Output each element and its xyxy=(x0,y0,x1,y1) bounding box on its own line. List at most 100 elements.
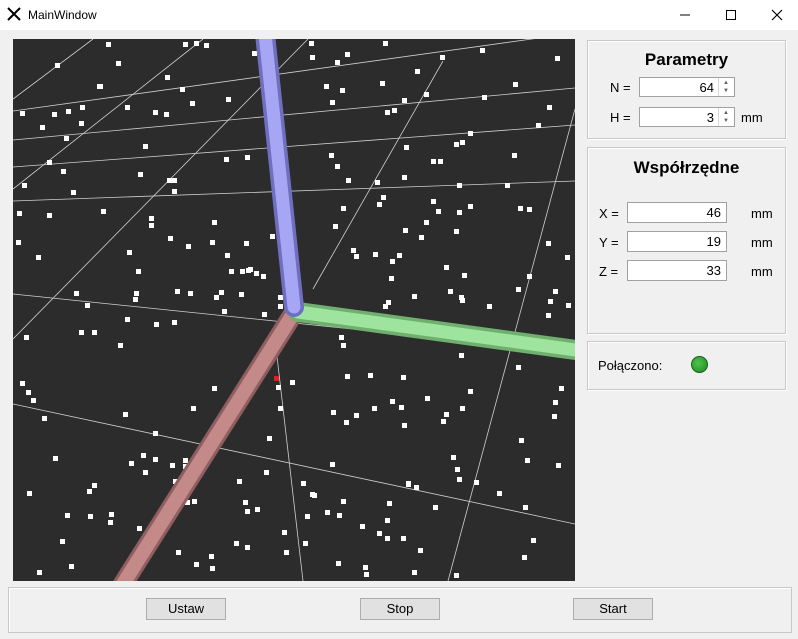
cloud-point xyxy=(36,255,41,260)
cloud-point xyxy=(37,570,42,575)
cloud-point xyxy=(363,565,368,570)
cloud-point xyxy=(487,304,492,309)
cloud-point xyxy=(522,555,527,560)
cloud-point xyxy=(245,545,250,550)
cloud-point xyxy=(153,110,158,115)
title-bar: MainWindow xyxy=(0,0,798,30)
cloud-point xyxy=(454,229,459,234)
x-field[interactable]: 46 xyxy=(627,202,727,223)
cloud-point xyxy=(172,189,177,194)
cloud-point xyxy=(325,510,330,515)
maximize-icon xyxy=(726,10,736,20)
n-spinbox[interactable]: 64 ▲ ▼ xyxy=(639,77,735,97)
cloud-point xyxy=(431,199,436,204)
window-title: MainWindow xyxy=(28,8,97,22)
cloud-point xyxy=(175,289,180,294)
cloud-point xyxy=(264,470,269,475)
cloud-point xyxy=(312,493,317,498)
h-spinbox[interactable]: 3 ▲ ▼ xyxy=(639,107,735,127)
cloud-point xyxy=(143,144,148,149)
y-field[interactable]: 19 xyxy=(627,231,727,252)
3d-scene[interactable] xyxy=(13,39,575,581)
cloud-point xyxy=(79,121,84,126)
cloud-point xyxy=(276,385,281,390)
cloud-point xyxy=(210,240,215,245)
cloud-point xyxy=(245,155,250,160)
cloud-point xyxy=(341,499,346,504)
cloud-point xyxy=(383,304,388,309)
cloud-point xyxy=(444,265,449,270)
maximize-button[interactable] xyxy=(708,0,754,30)
set-button[interactable]: Ustaw xyxy=(146,598,226,620)
cloud-point xyxy=(547,105,552,110)
h-unit: mm xyxy=(741,110,763,125)
cloud-point xyxy=(80,105,85,110)
cloud-point xyxy=(109,512,114,517)
n-spin-arrows[interactable]: ▲ ▼ xyxy=(718,78,734,96)
cloud-point xyxy=(344,420,349,425)
cloud-point xyxy=(229,269,234,274)
close-button[interactable] xyxy=(754,0,798,30)
spin-up-icon[interactable]: ▲ xyxy=(723,80,729,86)
cloud-point xyxy=(290,380,295,385)
cloud-point xyxy=(183,458,188,463)
cloud-point xyxy=(412,294,417,299)
cloud-point xyxy=(192,499,197,504)
cloud-point xyxy=(66,109,71,114)
cloud-point xyxy=(40,125,45,130)
cloud-point xyxy=(136,269,141,274)
cloud-point xyxy=(331,410,336,415)
z-label: Z = xyxy=(599,264,619,279)
cloud-point xyxy=(254,271,259,276)
cloud-point xyxy=(278,304,283,309)
cloud-point xyxy=(457,210,462,215)
cloud-point xyxy=(138,172,143,177)
cloud-point xyxy=(552,414,557,419)
cloud-point xyxy=(337,513,342,518)
cloud-point xyxy=(468,389,473,394)
cloud-point xyxy=(454,573,459,578)
h-value: 3 xyxy=(706,110,714,125)
cloud-point xyxy=(389,276,394,281)
cloud-point xyxy=(20,381,25,386)
cloud-point xyxy=(172,178,177,183)
cloud-point xyxy=(330,462,335,467)
cloud-point xyxy=(226,97,231,102)
cloud-point xyxy=(516,365,521,370)
3d-viewport[interactable] xyxy=(13,39,575,581)
cloud-point xyxy=(125,317,130,322)
cloud-point xyxy=(129,461,134,466)
spin-up-icon[interactable]: ▲ xyxy=(723,110,729,116)
cloud-point xyxy=(497,491,502,496)
spin-down-icon[interactable]: ▼ xyxy=(723,118,729,124)
stop-button[interactable]: Stop xyxy=(360,598,440,620)
cloud-point xyxy=(204,43,209,48)
cloud-point xyxy=(303,541,308,546)
z-unit: mm xyxy=(751,264,773,279)
cloud-point xyxy=(305,514,310,519)
h-spin-arrows[interactable]: ▲ ▼ xyxy=(718,108,734,126)
cloud-point xyxy=(531,538,536,543)
cloud-point xyxy=(381,195,386,200)
cloud-point xyxy=(536,123,541,128)
z-field[interactable]: 33 xyxy=(627,260,727,281)
axis-y-bar xyxy=(288,302,575,360)
cloud-point xyxy=(377,202,382,207)
cloud-point xyxy=(330,100,335,105)
minimize-button[interactable] xyxy=(662,0,708,30)
start-button[interactable]: Start xyxy=(573,598,653,620)
cloud-point xyxy=(53,456,58,461)
cloud-point xyxy=(401,375,406,380)
cloud-point xyxy=(106,42,111,47)
cloud-point xyxy=(165,75,170,80)
cloud-point xyxy=(360,524,365,529)
cloud-point xyxy=(209,554,214,559)
cloud-point xyxy=(385,536,390,541)
cloud-point xyxy=(390,399,395,404)
cloud-point xyxy=(278,295,283,300)
spin-down-icon[interactable]: ▼ xyxy=(723,88,729,94)
cloud-point xyxy=(345,374,350,379)
cloud-point xyxy=(438,159,443,164)
cloud-point xyxy=(20,111,25,116)
cloud-point xyxy=(555,56,560,61)
